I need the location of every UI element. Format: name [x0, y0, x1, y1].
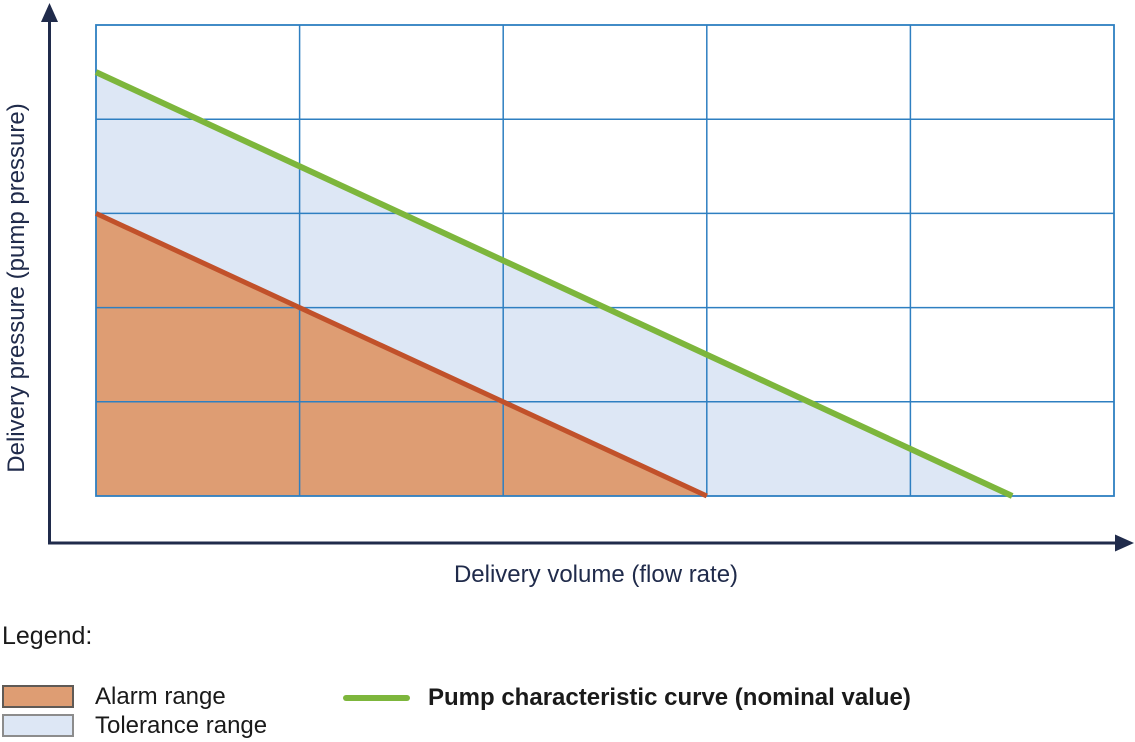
legend-label-alarm-range: Alarm range	[95, 682, 226, 710]
alarm-range-swatch	[2, 685, 74, 708]
legend-item-alarm-range: Alarm range	[2, 683, 226, 710]
legend-label-tolerance-range: Tolerance range	[95, 711, 268, 739]
legend-item-nominal-curve: Pump characteristic curve (nominal value…	[343, 684, 911, 712]
y-axis-arrowhead-icon	[41, 3, 58, 22]
x-axis-label: Delivery volume (flow rate)	[453, 561, 739, 588]
x-axis-arrowhead-icon	[1115, 534, 1134, 552]
legend-label-nominal-curve: Pump characteristic curve (nominal value…	[428, 684, 911, 711]
legend-title: Legend:	[2, 622, 93, 650]
tolerance-range-swatch	[2, 714, 74, 737]
nominal-curve-swatch	[343, 695, 410, 701]
nominal-curve-line	[94, 69, 1014, 499]
alarm-boundary-line	[94, 211, 708, 499]
plot-border	[95, 24, 1115, 497]
y-axis-label: Delivery pressure (pump pressure)	[3, 103, 30, 473]
legend-item-tolerance-range: Tolerance range	[2, 712, 267, 739]
